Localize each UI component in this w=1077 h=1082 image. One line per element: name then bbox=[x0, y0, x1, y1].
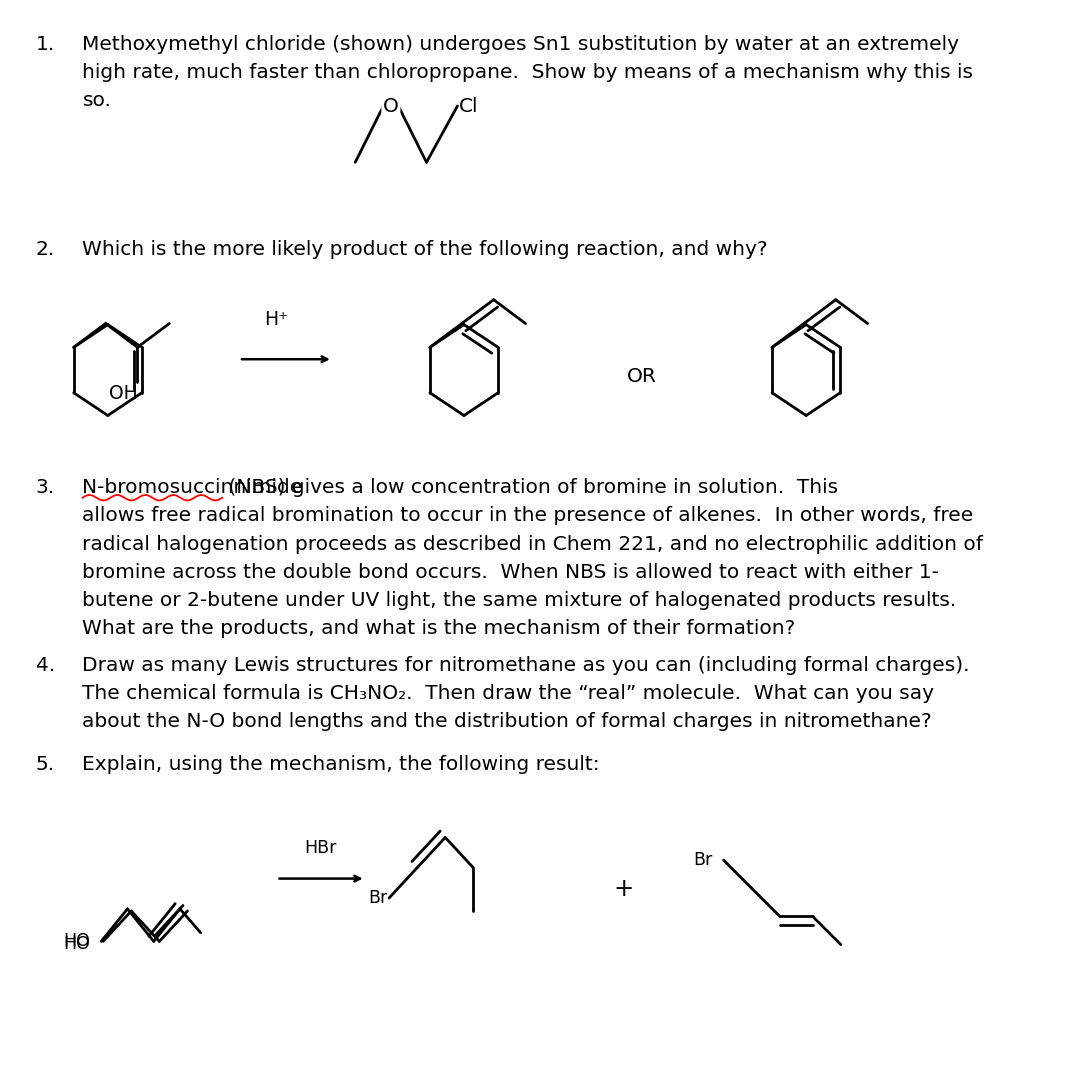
Text: Explain, using the mechanism, the following result:: Explain, using the mechanism, the follow… bbox=[83, 755, 600, 775]
Text: O: O bbox=[383, 96, 398, 116]
Text: HBr: HBr bbox=[305, 839, 337, 857]
Text: OR: OR bbox=[627, 367, 657, 386]
Text: 2.: 2. bbox=[36, 240, 55, 260]
Text: Which is the more likely product of the following reaction, and why?: Which is the more likely product of the … bbox=[83, 240, 768, 260]
Text: Br: Br bbox=[694, 852, 713, 869]
Text: 5.: 5. bbox=[36, 755, 55, 775]
Text: 4.: 4. bbox=[36, 656, 55, 675]
Text: so.: so. bbox=[83, 91, 111, 110]
Text: butene or 2-butene under UV light, the same mixture of halogenated products resu: butene or 2-butene under UV light, the s… bbox=[83, 591, 956, 610]
Text: 3.: 3. bbox=[36, 478, 55, 498]
Text: bromine across the double bond occurs.  When NBS is allowed to react with either: bromine across the double bond occurs. W… bbox=[83, 563, 939, 582]
Text: radical halogenation proceeds as described in Chem 221, and no electrophilic add: radical halogenation proceeds as describ… bbox=[83, 535, 983, 554]
Text: Methoxymethyl chloride (shown) undergoes Sn1 substitution by water at an extreme: Methoxymethyl chloride (shown) undergoes… bbox=[83, 35, 960, 54]
Text: allows free radical bromination to occur in the presence of alkenes.  In other w: allows free radical bromination to occur… bbox=[83, 506, 974, 526]
Text: 1.: 1. bbox=[36, 35, 55, 54]
Text: high rate, much faster than chloropropane.  Show by means of a mechanism why thi: high rate, much faster than chloropropan… bbox=[83, 63, 974, 82]
Text: HO: HO bbox=[64, 935, 90, 952]
Text: about the N-O bond lengths and the distribution of formal charges in nitromethan: about the N-O bond lengths and the distr… bbox=[83, 712, 932, 731]
Text: The chemical formula is CH₃NO₂.  Then draw the “real” molecule.  What can you sa: The chemical formula is CH₃NO₂. Then dra… bbox=[83, 684, 935, 703]
Text: OH: OH bbox=[109, 384, 138, 404]
Text: What are the products, and what is the mechanism of their formation?: What are the products, and what is the m… bbox=[83, 619, 796, 638]
Text: HO: HO bbox=[64, 933, 90, 950]
Text: Cl: Cl bbox=[459, 96, 479, 116]
Text: +: + bbox=[613, 878, 633, 901]
Text: Draw as many Lewis structures for nitromethane as you can (including formal char: Draw as many Lewis structures for nitrom… bbox=[83, 656, 970, 675]
Text: Br: Br bbox=[368, 889, 387, 907]
Text: (NBS) gives a low concentration of bromine in solution.  This: (NBS) gives a low concentration of bromi… bbox=[222, 478, 838, 498]
Text: H⁺: H⁺ bbox=[265, 309, 289, 329]
Text: N-bromosuccinnimide: N-bromosuccinnimide bbox=[83, 478, 303, 498]
